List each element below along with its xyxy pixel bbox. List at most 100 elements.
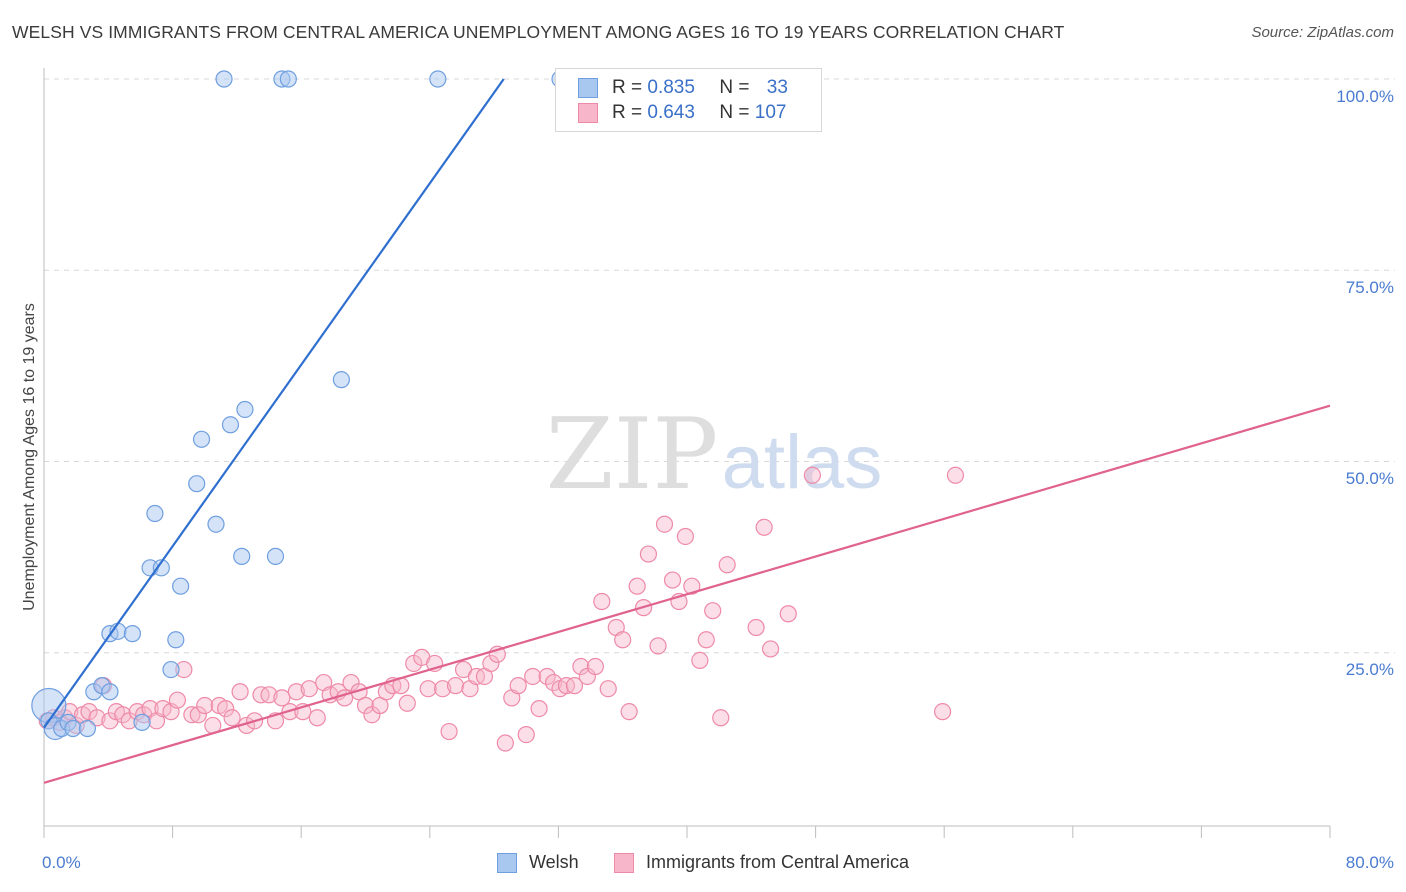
welsh-swatch [578, 78, 598, 98]
immigrants-point [114, 706, 132, 724]
legend-row-welsh: R = 0.835 N = 33 [578, 77, 788, 99]
immigrants-point [663, 571, 682, 589]
welsh-point [133, 713, 151, 731]
immigrants-point [260, 686, 278, 704]
legend-r-value: 0.835 [647, 77, 695, 98]
y-axis-label: Unemployment Among Ages 16 to 19 years [21, 303, 38, 611]
welsh-point [167, 631, 185, 649]
immigrants-point [544, 673, 563, 692]
immigrants-point [496, 734, 514, 752]
immigrants-point [620, 703, 638, 721]
welsh-point [233, 547, 251, 565]
chart-source: Source: ZipAtlas.com [1251, 24, 1394, 41]
immigrants-point [599, 680, 617, 698]
immigrants-point [371, 696, 389, 715]
immigrants-legend-swatch [614, 852, 634, 873]
immigrants-point [398, 694, 416, 712]
immigrants-point [755, 518, 773, 536]
legend-n-label: N = [719, 102, 755, 123]
chart-title: WELSH VS IMMIGRANTS FROM CENTRAL AMERICA… [12, 22, 1065, 42]
legend-label-welsh: Welsh [529, 852, 579, 872]
immigrants-swatch [578, 103, 598, 123]
immigrants-point [223, 709, 241, 727]
trend-lines [43, 78, 1331, 784]
immigrants-point [308, 709, 326, 727]
welsh-point [192, 430, 211, 448]
legend-n-value: 107 [754, 102, 787, 123]
legend-row-immigrants: R = 0.643 N = 107 [578, 102, 786, 124]
immigrants-point [517, 726, 535, 744]
immigrants-point [628, 577, 646, 595]
x-tick-label-max: 80.0% [1345, 853, 1394, 872]
welsh-point [146, 504, 164, 523]
immigrants-point [183, 706, 201, 724]
immigrants-point [287, 683, 305, 701]
y-tick-label: 25.0% [1345, 660, 1394, 679]
series-legend: Welsh Immigrants from Central America [0, 852, 1406, 878]
legend-n-label: N = [719, 77, 755, 98]
watermark-zip: ZIP [546, 398, 719, 512]
y-tick-label: 100.0% [1336, 87, 1394, 106]
immigrants-series [38, 466, 965, 752]
immigrants-point [440, 722, 458, 741]
welsh-point [207, 515, 225, 533]
legend-item-welsh: Welsh [497, 852, 579, 873]
immigrants-point [933, 703, 952, 721]
immigrants-point [88, 709, 106, 727]
immigrants-point [697, 631, 715, 649]
immigrants-point [231, 683, 249, 701]
immigrants-point [217, 699, 235, 718]
immigrants-point [446, 677, 465, 695]
stats-legend: R = 0.835 N = 33 R = 0.643 N = 107 [555, 68, 822, 132]
welsh-point [162, 660, 180, 679]
immigrants-point [377, 683, 395, 701]
immigrants-point [572, 657, 590, 676]
immigrants-point [565, 677, 584, 695]
immigrants-point [419, 680, 437, 698]
immigrants-point [691, 651, 709, 670]
welsh-point [172, 577, 190, 595]
welsh-point [221, 416, 240, 434]
welsh-point [78, 719, 97, 738]
welsh-point [266, 547, 285, 565]
immigrants-point [683, 577, 701, 595]
immigrants-trend-line [43, 404, 1331, 784]
immigrants-point [718, 556, 736, 574]
y-tick-label: 75.0% [1345, 278, 1394, 297]
legend-label-immigrants: Immigrants from Central America [646, 852, 910, 872]
legend-item-immigrants: Immigrants from Central America [614, 852, 909, 873]
immigrants-point [189, 706, 207, 724]
welsh-point [279, 70, 297, 88]
immigrants-point [300, 680, 318, 698]
welsh-trend-line [43, 78, 505, 729]
immigrants-point [614, 631, 632, 649]
welsh-point [429, 70, 447, 88]
immigrants-point [434, 680, 452, 698]
immigrants-point [586, 657, 604, 676]
immigrants-point [593, 592, 611, 611]
welsh-point [332, 371, 350, 389]
immigrants-point [676, 527, 694, 546]
welsh-point [152, 559, 170, 577]
immigrants-point [712, 709, 730, 727]
legend-r-label: R = [612, 102, 648, 123]
welsh-point [64, 719, 82, 738]
immigrants-point [509, 677, 527, 695]
immigrants-point [649, 637, 667, 655]
legend-n-value: 33 [766, 77, 788, 98]
immigrants-point [655, 515, 674, 533]
y-tick-label: 50.0% [1345, 469, 1394, 488]
immigrants-point [639, 545, 658, 563]
immigrants-point [168, 691, 187, 709]
legend-r-value: 0.643 [647, 102, 695, 123]
watermark-atlas: atlas [722, 420, 883, 505]
immigrants-point [356, 696, 375, 715]
welsh-series [31, 70, 569, 741]
welsh-point [101, 683, 119, 701]
welsh-point [123, 625, 142, 643]
x-tick-label-min: 0.0% [42, 853, 81, 872]
immigrants-point [538, 667, 556, 686]
immigrants-point [803, 466, 821, 484]
immigrants-point [196, 696, 214, 715]
